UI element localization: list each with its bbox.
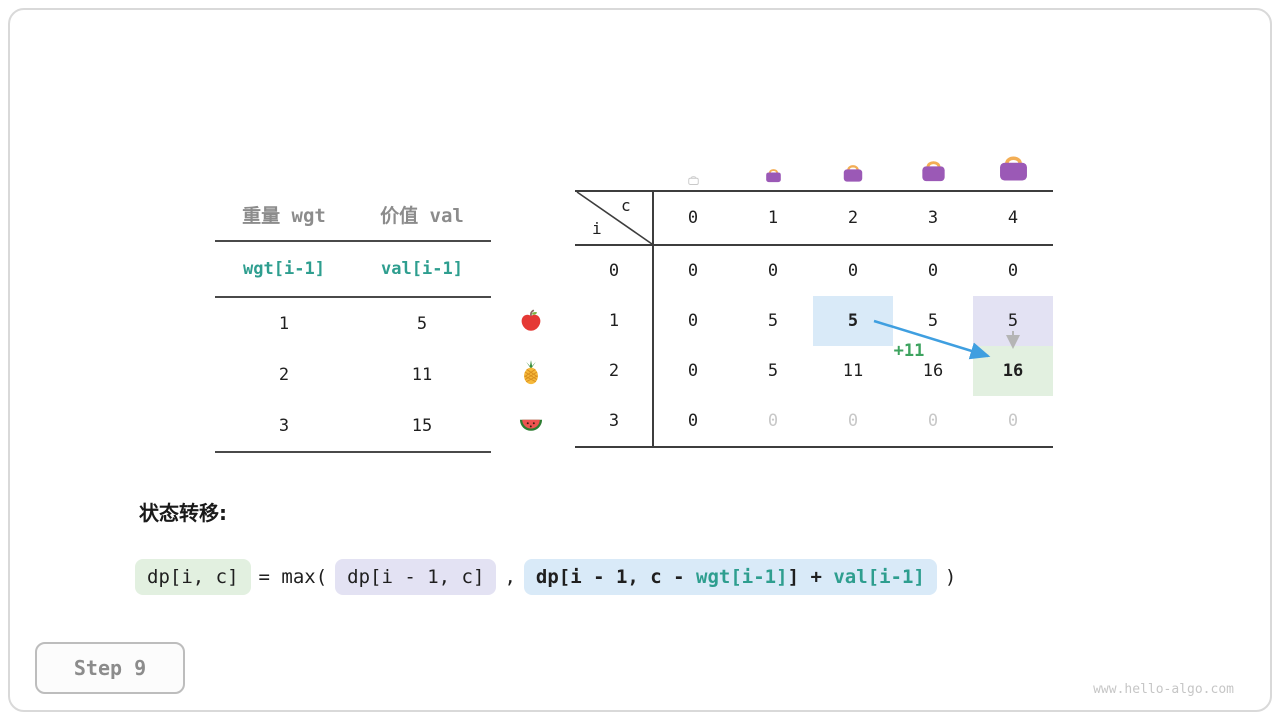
pineapple-icon (518, 359, 544, 385)
dp-cell-result-highlight: 16 (973, 346, 1053, 396)
bag-ghost-icon (687, 171, 700, 185)
dp-col-header-1: 1 (767, 208, 779, 228)
dp-cell: 0 (847, 411, 859, 431)
bag-xlarge-icon (996, 149, 1031, 184)
item-table-symbol-row: wgt[i-1] val[i-1] (215, 242, 491, 298)
take-val: val[i-1] (833, 566, 925, 588)
formula-eq-max: = max( (258, 566, 328, 588)
dp-table: c i 0 1 2 3 4 0 1 2 3 0 0 0 0 0 0 5 5 5 … (575, 190, 1053, 448)
dp-cell: 5 (927, 311, 939, 331)
formula-option-keep-box: dp[i - 1, c] (335, 559, 497, 595)
col-header-weight: 重量 wgt (242, 205, 326, 227)
divider (652, 190, 654, 448)
watermelon-icon (518, 410, 544, 436)
formula-lhs-box: dp[i, c] (135, 559, 251, 595)
bag-large-icon (919, 155, 948, 184)
dp-cell: 0 (1007, 411, 1019, 431)
dp-col-header-3: 3 (927, 208, 939, 228)
corner-diagonal (576, 191, 653, 245)
take-prefix: dp[i - 1, c - (535, 566, 697, 588)
take-mid: ] + (787, 566, 834, 588)
dp-cell: 5 (767, 361, 779, 381)
item-table-header: 重量 wgt 价值 val (215, 189, 491, 242)
dp-row-header-2: 2 (608, 361, 620, 381)
arrow-value-annotation: +11 (893, 341, 925, 361)
page-frame (8, 8, 1272, 712)
take-wgt: wgt[i-1] (696, 566, 788, 588)
symbol-wgt: wgt[i-1] (243, 259, 325, 279)
dp-cell-compare-highlight: 5 (973, 296, 1053, 346)
dp-cell: 11 (842, 361, 864, 381)
bag-small-icon (764, 165, 783, 184)
dp-cell: 0 (687, 361, 699, 381)
dp-row-header-3: 3 (608, 411, 620, 431)
state-transition-formula: dp[i, c] = max( dp[i - 1, c] , dp[i - 1,… (135, 559, 956, 595)
dp-cell: 0 (927, 261, 939, 281)
dp-row-header-1: 1 (608, 311, 620, 331)
dp-row-header-0: 0 (608, 261, 620, 281)
item-2-value: 11 (411, 364, 433, 385)
dp-cell: 0 (767, 261, 779, 281)
item-3-value: 15 (411, 415, 433, 436)
apple-icon (518, 308, 544, 334)
item-2-weight: 2 (278, 364, 290, 385)
dp-cell: 5 (767, 311, 779, 331)
dp-cell: 0 (767, 411, 779, 431)
item-1-weight: 1 (278, 313, 290, 334)
dp-cell: 0 (1007, 261, 1019, 281)
item-1-value: 5 (416, 313, 428, 334)
formula-comma: , (504, 566, 516, 588)
item-row-1: 1 5 (215, 298, 491, 349)
col-header-value: 价值 val (380, 205, 464, 227)
item-row-3: 3 15 (215, 400, 491, 453)
divider (575, 244, 1053, 246)
divider (575, 190, 1053, 192)
item-weight-value-table: 重量 wgt 价值 val wgt[i-1] val[i-1] 1 5 2 11… (215, 189, 491, 453)
item-3-weight: 3 (278, 415, 290, 436)
formula-option-take-box: dp[i - 1, c - wgt[i-1]] + val[i-1] (523, 559, 937, 595)
symbol-val: val[i-1] (381, 259, 463, 279)
corner-col-var: c (621, 196, 631, 215)
state-transition-title: 状态转移: (139, 501, 227, 525)
watermark: www.hello-algo.com (1093, 682, 1234, 697)
dp-cell: 0 (687, 411, 699, 431)
dp-col-header-2: 2 (847, 208, 859, 228)
formula-close-paren: ) (944, 566, 957, 588)
dp-cell: 16 (922, 361, 944, 381)
step-label: Step 9 (73, 656, 147, 680)
dp-cell: 0 (687, 311, 699, 331)
dp-cell: 0 (687, 261, 699, 281)
dp-col-header-4: 4 (1007, 208, 1019, 228)
bag-medium-icon (841, 160, 865, 184)
item-row-2: 2 11 (215, 349, 491, 400)
corner-row-var: i (592, 219, 602, 238)
divider (575, 446, 1053, 448)
step-indicator: Step 9 (35, 642, 185, 694)
dp-col-header-0: 0 (687, 208, 699, 228)
dp-cell: 0 (927, 411, 939, 431)
dp-cell: 0 (847, 261, 859, 281)
dp-cell-source-highlight: 5 (813, 296, 893, 346)
